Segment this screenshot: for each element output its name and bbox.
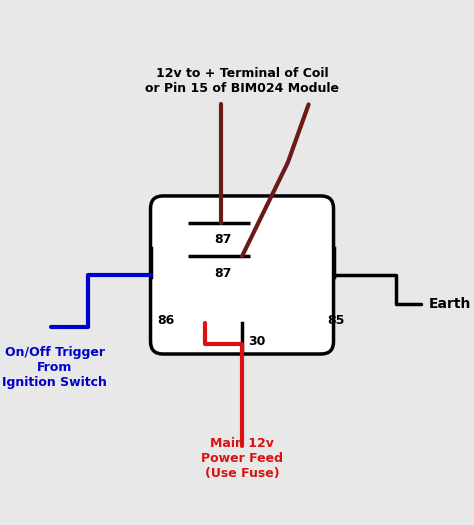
Text: 12v to + Terminal of Coil
or Pin 15 of BIM024 Module: 12v to + Terminal of Coil or Pin 15 of B… <box>145 67 339 95</box>
Text: 30: 30 <box>248 335 265 348</box>
Text: 87: 87 <box>215 267 232 280</box>
Text: On/Off Trigger
From
Ignition Switch: On/Off Trigger From Ignition Switch <box>2 345 107 388</box>
Text: 85: 85 <box>327 314 345 328</box>
Text: Earth: Earth <box>429 297 472 311</box>
FancyBboxPatch shape <box>151 196 334 354</box>
Text: 87: 87 <box>215 234 232 246</box>
Text: Main 12v
Power Feed
(Use Fuse): Main 12v Power Feed (Use Fuse) <box>201 437 283 480</box>
Text: 86: 86 <box>157 314 174 328</box>
